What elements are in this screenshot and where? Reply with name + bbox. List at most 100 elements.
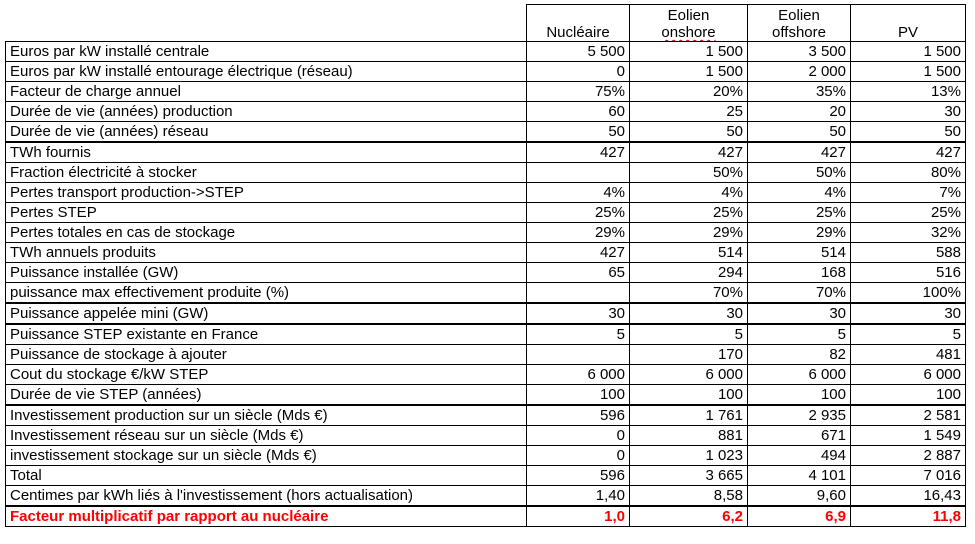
cell-value: 20% — [629, 81, 748, 102]
cell-value: 20 — [747, 101, 851, 122]
row-label: Cout du stockage €/kW STEP — [5, 364, 527, 385]
cell-value: 1 500 — [850, 61, 966, 82]
row-label: TWh annuels produits — [5, 242, 527, 263]
cell-value: 60 — [526, 101, 630, 122]
cell-value: 427 — [526, 141, 630, 163]
cell-value: 516 — [850, 262, 966, 283]
table-row: Cout du stockage €/kW STEP 6 000 6 000 6 00… — [5, 364, 966, 385]
cost-comparison-table: Nucléaire Eolien onshore Eolien offshore… — [5, 4, 966, 527]
column-header-line: Eolien — [667, 7, 710, 24]
cell-value: 35% — [747, 81, 851, 102]
cell-value: 30 — [747, 302, 851, 325]
cell-value: 1 549 — [850, 425, 966, 446]
row-label: Pertes transport production->STEP — [5, 182, 527, 203]
column-header-line: Nucléaire — [546, 24, 610, 41]
cell-value: 5 — [629, 323, 748, 345]
cell-value: 50% — [747, 162, 851, 183]
row-label: Euros par kW installé entourage électriq… — [5, 61, 527, 82]
cell-value: 1 023 — [629, 445, 748, 466]
row-label: Centimes par kWh liés à l'investissement… — [5, 485, 527, 507]
cell-value: 4 101 — [747, 465, 851, 486]
cell-value: 2 000 — [747, 61, 851, 82]
cell-value: 4% — [526, 182, 630, 203]
table-row: Centimes par kWh liés à l'investissement… — [5, 485, 966, 507]
cell-value: 6 000 — [850, 364, 966, 385]
cell-value: 6,9 — [747, 505, 851, 527]
cell-value: 100 — [526, 384, 630, 406]
table-row: Investissement production sur un siècle … — [5, 404, 966, 426]
cell-value: 100% — [850, 282, 966, 304]
cell-value: 881 — [629, 425, 748, 446]
table-row: Fraction électricité à stocker 50% 50% 80% — [5, 162, 966, 183]
cell-value: 29% — [747, 222, 851, 243]
row-label: Facteur de charge annuel — [5, 81, 527, 102]
cell-value: 25% — [629, 202, 748, 223]
cell-value: 1 500 — [850, 41, 966, 62]
row-label: investissement stockage sur un siècle (M… — [5, 445, 527, 466]
cell-value: 1 500 — [629, 61, 748, 82]
row-label: Puissance de stockage à ajouter — [5, 344, 527, 365]
cell-value: 4% — [629, 182, 748, 203]
header-row: Nucléaire Eolien onshore Eolien offshore… — [5, 4, 966, 42]
table-body: Nucléaire Eolien onshore Eolien offshore… — [5, 4, 966, 527]
cell-value: 80% — [850, 162, 966, 183]
row-label: TWh fournis — [5, 141, 527, 163]
cell-value: 1 500 — [629, 41, 748, 62]
table-row: Facteur de charge annuel 75% 20% 35% 13% — [5, 81, 966, 102]
row-label: puissance max effectivement produite (%) — [5, 282, 527, 304]
cell-value: 16,43 — [850, 485, 966, 507]
cell-value: 30 — [850, 101, 966, 122]
header-corner — [5, 4, 527, 42]
cell-value — [526, 282, 630, 304]
cell-value: 50% — [629, 162, 748, 183]
row-label: Euros par kW installé centrale — [5, 41, 527, 62]
row-label: Facteur multiplicatif par rapport au nuc… — [5, 505, 527, 527]
cell-value: 170 — [629, 344, 748, 365]
cell-value: 6 000 — [629, 364, 748, 385]
cell-value: 9,60 — [747, 485, 851, 507]
row-label: Investissement réseau sur un siècle (Mds… — [5, 425, 527, 446]
cell-value: 0 — [526, 425, 630, 446]
cell-value: 4% — [747, 182, 851, 203]
table-row: Euros par kW installé centrale 5 500 1 500… — [5, 41, 966, 62]
cell-value: 5 — [747, 323, 851, 345]
cell-value — [526, 344, 630, 365]
cell-value: 5 — [526, 323, 630, 345]
cell-value: 6 000 — [747, 364, 851, 385]
column-header-line: onshore — [661, 24, 716, 41]
cell-value: 1,0 — [526, 505, 630, 527]
cell-value: 596 — [526, 465, 630, 486]
table-row: Euros par kW installé entourage électriq… — [5, 61, 966, 82]
cell-value: 30 — [629, 302, 748, 325]
cell-value: 2 887 — [850, 445, 966, 466]
cell-value: 1,40 — [526, 485, 630, 507]
row-label: Puissance installée (GW) — [5, 262, 527, 283]
cell-value: 29% — [629, 222, 748, 243]
cell-value: 25% — [747, 202, 851, 223]
cell-value: 2 581 — [850, 404, 966, 426]
row-label: Investissement production sur un siècle … — [5, 404, 527, 426]
column-header-line: Eolien — [778, 7, 820, 24]
cell-value: 3 665 — [629, 465, 748, 486]
cell-value: 427 — [747, 141, 851, 163]
table-row: investissement stockage sur un siècle (M… — [5, 445, 966, 466]
cell-value: 6,2 — [629, 505, 748, 527]
table-row-highlight: Facteur multiplicatif par rapport au nuc… — [5, 505, 966, 527]
cell-value: 50 — [526, 121, 630, 143]
column-header-nucleaire: Nucléaire — [526, 4, 630, 42]
cell-value: 50 — [629, 121, 748, 143]
cell-value: 65 — [526, 262, 630, 283]
cell-value: 514 — [629, 242, 748, 263]
column-header-line: offshore — [772, 24, 826, 41]
table-row: puissance max effectivement produite (%)… — [5, 282, 966, 304]
cell-value: 29% — [526, 222, 630, 243]
table-row: Pertes totales en cas de stockage 29% 29% 2… — [5, 222, 966, 243]
cell-value: 427 — [850, 141, 966, 163]
row-label: Puissance appelée mini (GW) — [5, 302, 527, 325]
cell-value: 427 — [629, 141, 748, 163]
cell-value: 427 — [526, 242, 630, 263]
table-row: Puissance STEP existante en France 5 5 5 5 — [5, 323, 966, 345]
cell-value: 11,8 — [850, 505, 966, 527]
cell-value: 514 — [747, 242, 851, 263]
cell-value: 2 935 — [747, 404, 851, 426]
